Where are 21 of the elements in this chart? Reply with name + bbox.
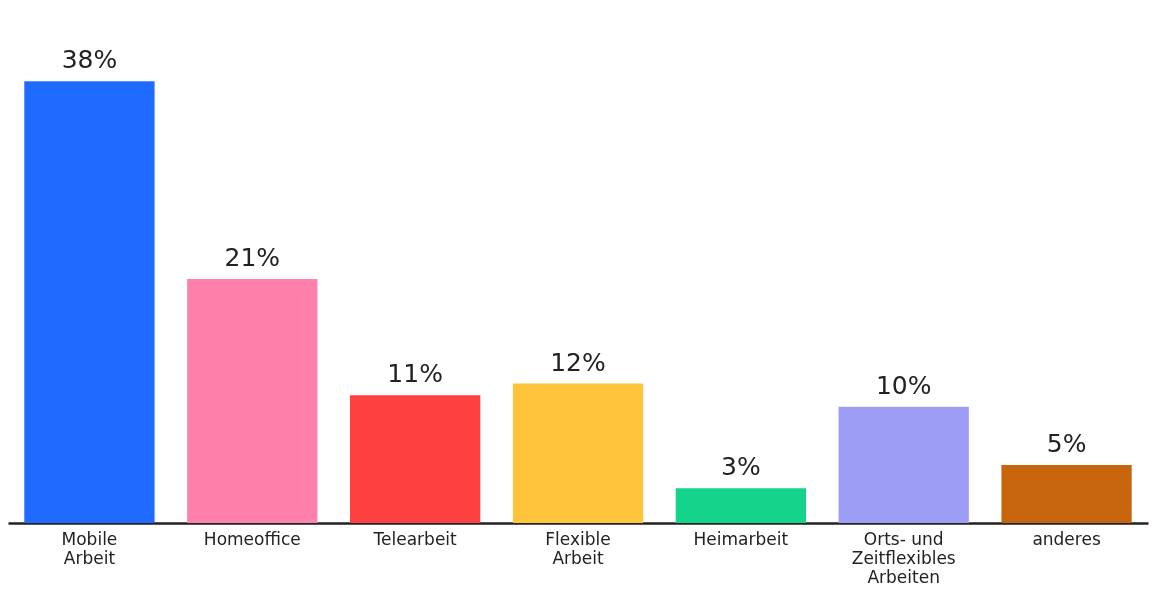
data-label: 11%: [387, 359, 443, 389]
bar: [675, 488, 806, 523]
x-tick-label: Telearbeit: [372, 528, 458, 549]
data-label: 21%: [224, 242, 281, 272]
x-tick-label: Heimarbeit: [693, 528, 789, 549]
bar: [1001, 464, 1132, 523]
data-label: 38%: [61, 45, 118, 75]
bar: [187, 278, 318, 523]
x-tick-label: Mobile Arbeit: [61, 528, 118, 568]
bar: [350, 395, 481, 523]
data-label: 10%: [875, 370, 932, 400]
x-tick-label: Flexible Arbeit: [545, 528, 611, 568]
data-label: 12%: [550, 347, 606, 377]
bar: [24, 81, 155, 523]
bar: [512, 383, 644, 523]
data-label: 5%: [1046, 428, 1087, 458]
x-tick-label: anderes: [1032, 528, 1101, 549]
bar: [838, 406, 969, 523]
data-label: 3%: [721, 452, 761, 482]
x-tick-label: Orts- und Zeitflexibles Arbeiten: [851, 528, 956, 587]
x-tick-label: Homeoffice: [203, 528, 301, 549]
